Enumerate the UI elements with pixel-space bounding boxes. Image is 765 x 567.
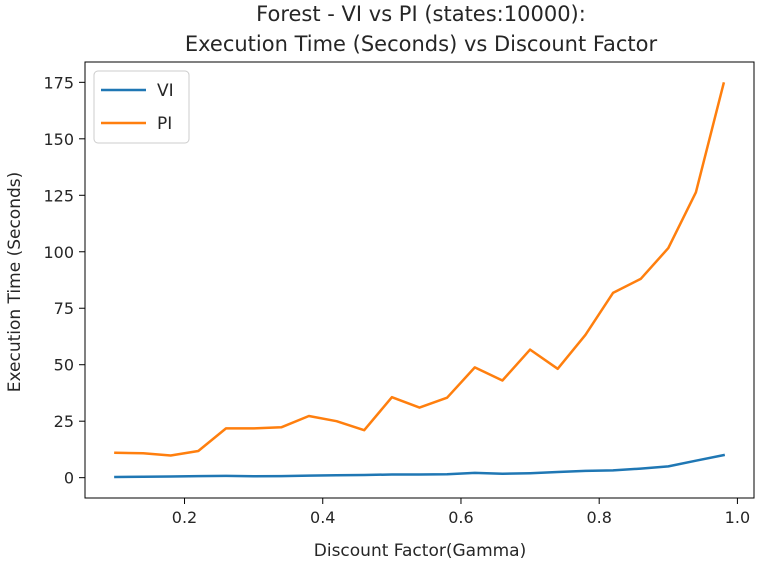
- chart-title-line-2: Execution Time (Seconds) vs Discount Fac…: [185, 32, 658, 56]
- y-tick-label: 150: [43, 130, 74, 149]
- x-tick-label: 1.0: [725, 508, 750, 527]
- x-tick-label: 0.8: [586, 508, 611, 527]
- legend-label-vi: VI: [157, 81, 174, 101]
- y-tick-label: 25: [54, 412, 74, 431]
- chart-title-line-1: Forest - VI vs PI (states:10000):: [256, 2, 586, 26]
- y-tick-label: 125: [43, 186, 74, 205]
- x-tick-label: 0.4: [310, 508, 335, 527]
- y-axis: 0 25 50 75 100 125 150 175: [43, 73, 85, 488]
- y-tick-label: 100: [43, 243, 74, 262]
- x-tick-label: 0.2: [172, 508, 197, 527]
- y-tick-label: 175: [43, 73, 74, 92]
- legend-label-pi: PI: [157, 114, 172, 134]
- series-layer: [114, 81, 726, 479]
- plot-area-frame: [84, 61, 755, 499]
- series-line-pi: [114, 81, 726, 457]
- x-tick-label: 0.6: [448, 508, 473, 527]
- y-tick-label: 50: [54, 356, 74, 375]
- legend-frame: [93, 70, 190, 144]
- series-line-vi: [114, 453, 726, 479]
- y-tick-label: 75: [54, 299, 74, 318]
- y-tick-label: 0: [64, 469, 74, 488]
- x-axis: 0.2 0.4 0.6 0.8 1.0: [172, 498, 750, 527]
- y-axis-label: Execution Time (Seconds): [5, 172, 25, 393]
- x-axis-label: Discount Factor(Gamma): [314, 541, 526, 561]
- legend: VI PI: [93, 70, 190, 144]
